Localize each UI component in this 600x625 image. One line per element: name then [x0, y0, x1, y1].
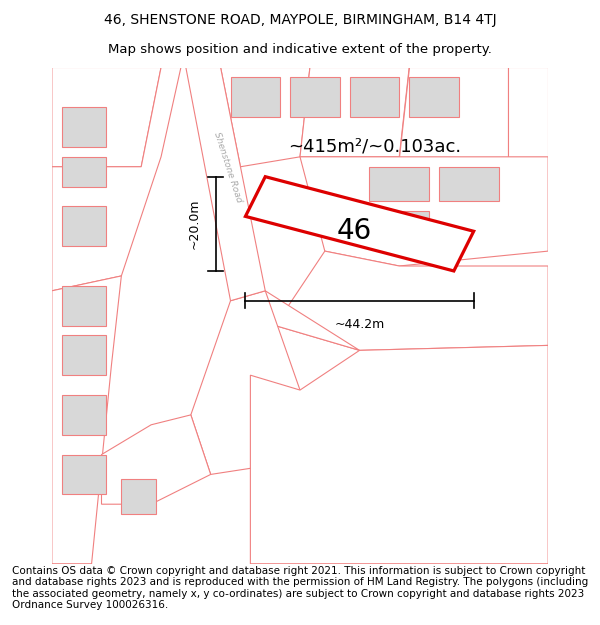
Text: Contains OS data © Crown copyright and database right 2021. This information is : Contains OS data © Crown copyright and d… [12, 566, 588, 611]
Polygon shape [245, 177, 473, 271]
Polygon shape [439, 167, 499, 201]
Polygon shape [370, 167, 429, 201]
Polygon shape [62, 157, 106, 187]
Polygon shape [186, 68, 265, 301]
Text: ~20.0m: ~20.0m [188, 199, 201, 249]
Polygon shape [350, 78, 399, 117]
Polygon shape [230, 78, 280, 117]
Polygon shape [230, 291, 359, 351]
Polygon shape [290, 78, 340, 117]
Polygon shape [62, 454, 106, 494]
Text: 46, SHENSTONE ROAD, MAYPOLE, BIRMINGHAM, B14 4TJ: 46, SHENSTONE ROAD, MAYPOLE, BIRMINGHAM,… [104, 12, 496, 27]
Polygon shape [508, 68, 548, 157]
Polygon shape [191, 291, 300, 474]
Polygon shape [62, 286, 106, 326]
Text: ~44.2m: ~44.2m [334, 318, 385, 331]
Polygon shape [399, 68, 508, 157]
Polygon shape [300, 157, 548, 266]
Text: ~415m²/~0.103ac.: ~415m²/~0.103ac. [288, 138, 461, 156]
Polygon shape [221, 68, 310, 167]
Polygon shape [275, 251, 548, 351]
Polygon shape [370, 211, 429, 246]
Polygon shape [409, 78, 459, 117]
Polygon shape [121, 479, 156, 514]
Text: 46: 46 [337, 217, 372, 245]
Polygon shape [52, 68, 181, 291]
Polygon shape [300, 68, 409, 157]
Text: Shenstone Road: Shenstone Road [212, 131, 244, 203]
Polygon shape [62, 395, 106, 435]
Polygon shape [62, 206, 106, 246]
Polygon shape [52, 276, 121, 564]
Polygon shape [62, 336, 106, 375]
Polygon shape [101, 415, 211, 504]
Polygon shape [250, 346, 548, 564]
Text: Map shows position and indicative extent of the property.: Map shows position and indicative extent… [108, 42, 492, 56]
Polygon shape [52, 68, 161, 167]
Polygon shape [62, 107, 106, 147]
